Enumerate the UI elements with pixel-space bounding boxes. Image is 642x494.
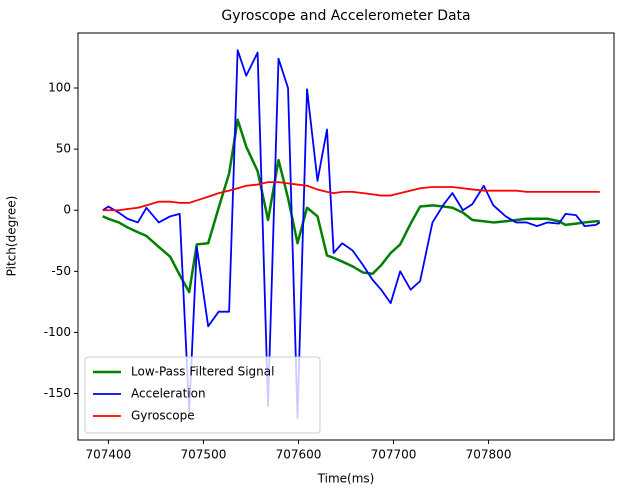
- x-tick-label: 707600: [276, 448, 322, 462]
- y-tick-label: 100: [48, 81, 71, 95]
- x-tick-label: 707800: [466, 448, 512, 462]
- y-tick-label: -100: [44, 325, 71, 339]
- plot-frame: [77, 32, 615, 441]
- legend-box: [84, 356, 321, 434]
- y-tick-label: 0: [63, 203, 71, 217]
- y-tick-label: 50: [56, 142, 71, 156]
- chart-title: Gyroscope and Accelerometer Data: [221, 8, 470, 24]
- legend-label: Gyroscope: [131, 409, 195, 423]
- data-line: [102, 118, 600, 294]
- x-tick-label: 707500: [181, 448, 227, 462]
- data-line: [102, 49, 601, 419]
- x-tick-label: 707400: [86, 448, 132, 462]
- y-tick-label: -150: [44, 386, 71, 400]
- legend-label: Low-Pass Filtered Signal: [131, 365, 274, 379]
- legend-label: Acceleration: [131, 387, 206, 401]
- y-axis-label: Pitch(degree): [5, 196, 19, 277]
- data-line: [102, 181, 600, 212]
- x-axis-label: Time(ms): [317, 472, 375, 486]
- x-tick-label: 707700: [371, 448, 417, 462]
- y-tick-label: -50: [51, 264, 71, 278]
